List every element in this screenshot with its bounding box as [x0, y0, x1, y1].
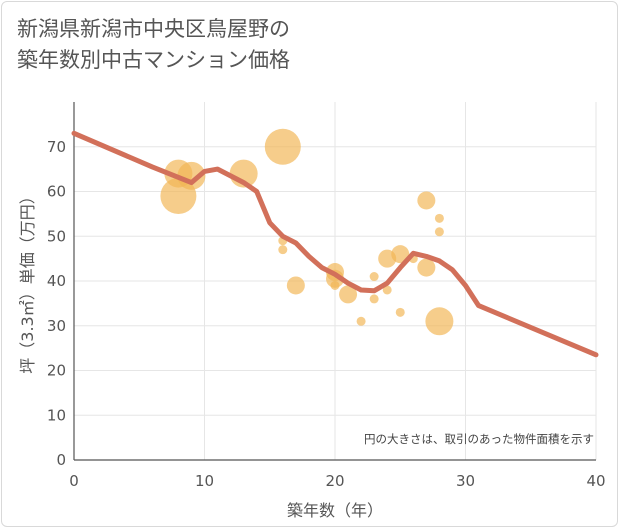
x-tick-label: 30 [456, 472, 475, 490]
bubble-point [278, 245, 288, 255]
axes [73, 102, 596, 461]
bubble-point [177, 161, 206, 190]
bubble-point [425, 307, 454, 336]
bubble-point [391, 245, 410, 264]
x-tick-label: 40 [586, 472, 605, 490]
y-tick-label: 30 [47, 317, 66, 335]
bubble-point [382, 285, 392, 295]
y-tick-label: 70 [47, 138, 66, 156]
bubble-point [264, 128, 301, 165]
x-axis-label: 築年数（年） [287, 501, 383, 520]
y-tick-label: 0 [56, 451, 66, 469]
chart-title-line-1: 新潟県新潟市中央区鳥屋野の [17, 17, 290, 41]
bubble-point [434, 213, 444, 223]
trend-series [71, 130, 599, 358]
bubble-point [369, 294, 379, 304]
bubble-point [417, 191, 436, 210]
y-tick-label: 50 [47, 227, 66, 245]
bubble-point [395, 307, 405, 317]
chart-title-line-2: 築年数別中古マンション価格 [17, 48, 290, 72]
bubble-point [339, 285, 358, 304]
chart-note: 円の大きさは、取引のあった物件面積を示す [364, 432, 594, 446]
bubble-point [417, 258, 436, 277]
bubble-point [369, 272, 379, 282]
y-tick-label: 60 [47, 183, 66, 201]
x-tick-label: 20 [325, 472, 344, 490]
tick-labels: 0 10 20 30 40 50 60 70 0 10 20 30 40 [47, 138, 606, 490]
bubble-point [286, 276, 305, 295]
trend-line [71, 130, 599, 358]
bubble-point [330, 280, 340, 290]
chart-title: 新潟県新潟市中央区鳥屋野の 築年数別中古マンション価格 [17, 14, 290, 76]
x-tick-label: 0 [69, 472, 79, 490]
y-tick-label: 20 [47, 362, 66, 380]
y-tick-label: 10 [47, 406, 66, 424]
y-axis-label: 坪（3.3㎡）単価（万円） [18, 188, 37, 373]
bubble-point [356, 316, 366, 326]
x-tick-label: 10 [195, 472, 214, 490]
y-tick-label: 40 [47, 272, 66, 290]
bubble-point [434, 227, 444, 237]
